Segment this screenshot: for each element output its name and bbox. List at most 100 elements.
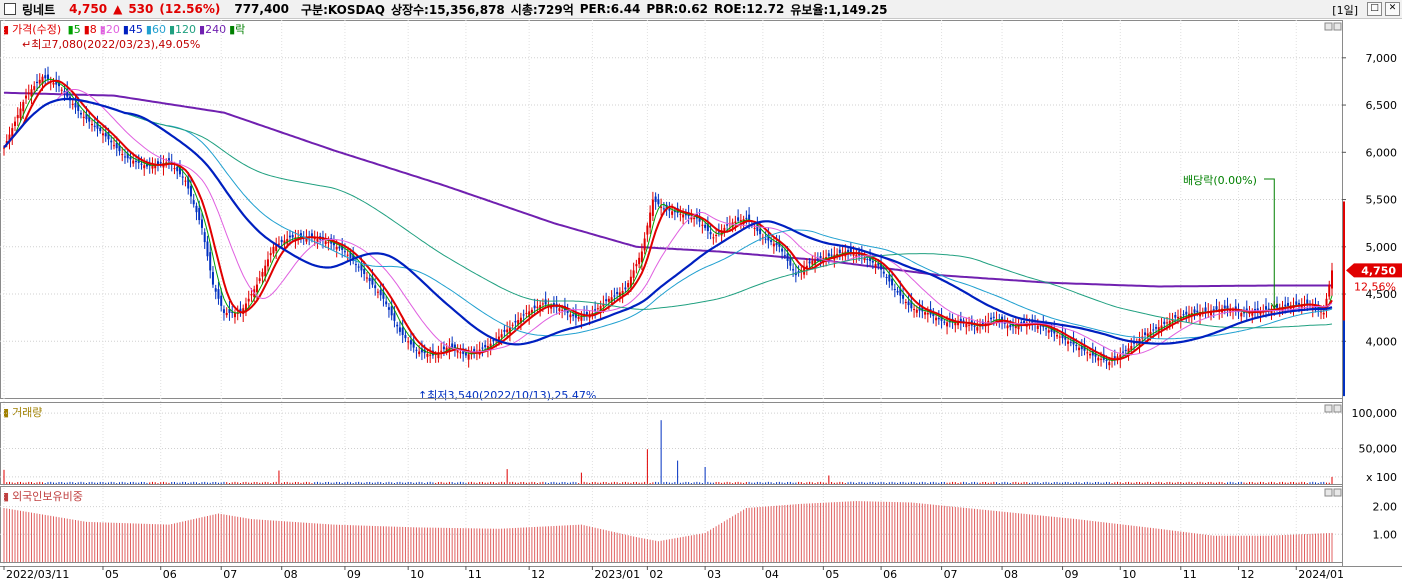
candle-body-143 [396,325,398,327]
candle-body-286 [789,258,791,266]
candle-body-40 [113,145,115,146]
foreign-bar-122 [339,525,340,562]
candle-body-465 [1282,307,1284,311]
legend-price-label[interactable]: 가격(수정) [12,23,61,36]
volume-bar-125 [347,482,348,484]
volume-bar-181 [501,482,502,484]
foreign-bar-401 [1106,523,1107,562]
foreign-bar-454 [1252,536,1253,562]
foreign-bar-50 [141,524,142,562]
volume-bar-63 [177,483,178,484]
candle-body-288 [795,272,797,275]
volume-bar-376 [1037,482,1038,484]
volume-bar-138 [383,483,384,484]
candle-body-222 [613,296,615,297]
foreign-bar-336 [927,504,928,562]
foreign-bar-466 [1285,535,1286,562]
candle-body-261 [721,230,723,235]
volume-bar-58 [163,482,164,484]
candle-body-363 [1001,317,1003,323]
volume-bar-448 [1235,483,1236,484]
legend-ma-240[interactable]: ▮240 [199,23,226,36]
menu-box-icon[interactable] [4,3,16,15]
volume-bar-33 [94,483,95,484]
volume-bar-0 [4,470,5,484]
volume-bar-439 [1211,482,1212,484]
candle-body-428 [1180,316,1182,321]
candle-body-203 [561,310,563,311]
volume-bar-423 [1167,482,1168,484]
volume-bar-361 [996,482,997,484]
volume-bar-356 [982,482,983,484]
legend-ma-8[interactable]: ▮8 [84,23,97,36]
foreign-bar-319 [881,502,882,562]
candle-body-45 [127,153,129,158]
volume-bar-143 [397,482,398,484]
volume-bar-324 [894,482,895,484]
volume-bar-353 [974,482,975,484]
volume-bar-40 [113,482,114,484]
volume-bar-55 [155,482,156,484]
candle-body-320 [883,272,885,274]
volume-bar-302 [834,483,835,484]
candle-body-208 [575,312,577,318]
volume-bar-322 [889,482,890,484]
candle-body-468 [1290,305,1292,308]
foreign-bar-190 [526,527,527,562]
foreign-bar-82 [229,515,230,562]
volume-bar-29 [83,482,84,484]
candle-body-419 [1155,327,1157,329]
legend-ma-45[interactable]: ▮45 [123,23,143,36]
volume-bar-155 [430,482,431,484]
candle-body-23 [66,89,68,97]
foreign-bar-275 [760,507,761,562]
date-tick-label-17: 09 [1065,568,1079,581]
candle-body-81 [226,313,228,315]
candle-body-64 [179,167,181,174]
volume-bar-388 [1070,483,1071,484]
candle-body-194 [536,307,538,308]
candle-body-61 [171,162,173,165]
foreign-bar-464 [1279,535,1280,562]
candle-body-258 [712,237,714,238]
foreign-bar-377 [1040,515,1041,562]
legend-ma-락[interactable]: ▮락 [229,23,245,36]
date-tick-label-10: 02 [649,568,663,581]
volume-bar-222 [614,482,615,484]
period-selector[interactable]: [1일] [1332,2,1358,18]
volume-bar-268 [740,482,741,484]
volume-bar-20 [58,482,59,484]
foreign-bar-307 [848,501,849,562]
volume-bar-170 [471,482,472,484]
legend-ma-5[interactable]: ▮5 [68,23,81,36]
volume-bar-463 [1277,483,1278,484]
legend-ma-60[interactable]: ▮60 [146,23,166,36]
volume-bar-275 [760,482,761,484]
volume-bar-137 [380,482,381,484]
foreign-bar-60 [168,525,169,562]
foreign-bar-468 [1290,535,1291,562]
foreign-bar-2 [9,509,10,562]
candle-body-126 [349,252,351,257]
maximize-icon[interactable]: □ [1367,2,1382,16]
foreign-bar-241 [666,540,667,562]
foreign-bar-24 [69,519,70,562]
candle-body-290 [800,270,802,271]
foreign-bar-342 [944,506,945,562]
legend-ma-120[interactable]: ▮120 [169,23,196,36]
candle-body-477 [1315,305,1317,308]
foreign-bar-79 [221,514,222,562]
foreign-bar-330 [911,502,912,562]
close-icon[interactable]: ✕ [1385,2,1400,16]
candle-body-307 [847,250,849,252]
reserve-ratio: 유보율:1,149.25 [790,1,887,18]
candle-body-359 [990,318,992,320]
foreign-bar-428 [1180,532,1181,562]
candle-body-5 [17,115,19,118]
legend-ma-20[interactable]: ▮20 [100,23,120,36]
foreign-bar-170 [471,528,472,562]
volume-bar-421 [1161,482,1162,484]
candle-body-380 [1048,330,1050,332]
candle-body-248 [685,212,687,215]
